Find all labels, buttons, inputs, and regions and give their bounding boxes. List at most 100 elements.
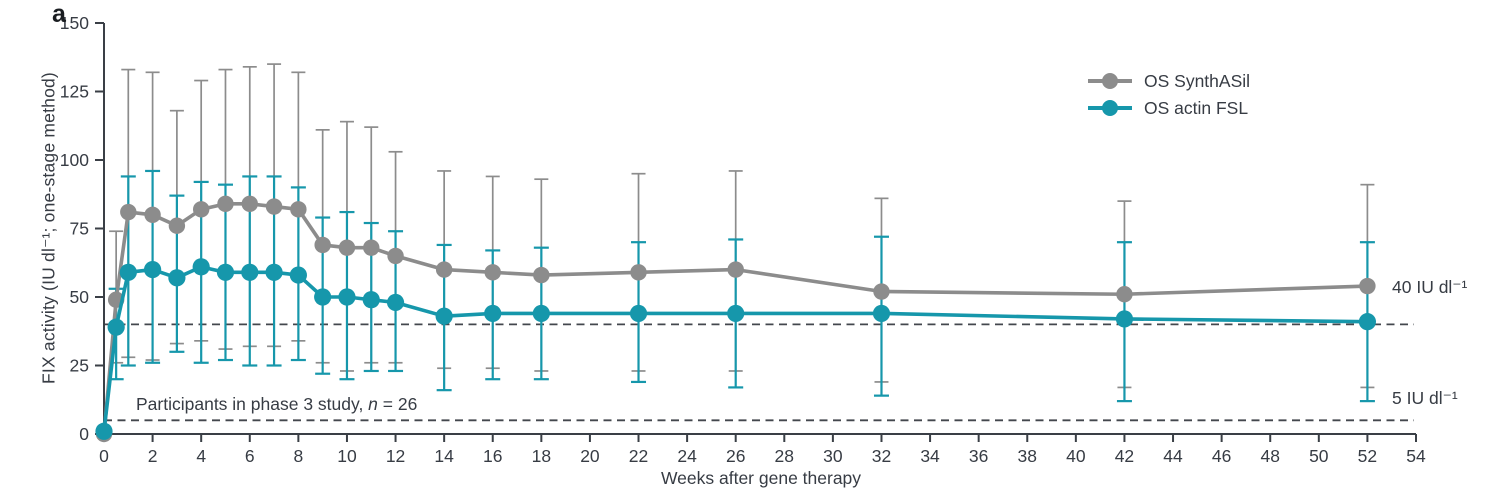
x-tick-label: 38 [1018,446,1037,466]
x-tick-label: 48 [1260,446,1279,466]
data-point [120,203,137,221]
series-os-actin-fsl [95,258,1377,440]
data-point [338,239,356,256]
x-axis-title: Weeks after gene therapy [660,468,862,488]
y-ticks: 0 25 50 75 100 125 150 [60,13,104,444]
x-tick-label: 54 [1406,446,1426,466]
annotation-prefix: Participants in phase 3 study, [136,394,369,414]
y-tick-label: 50 [70,287,90,307]
x-tick-label: 12 [386,446,405,466]
x-tick-label: 22 [629,446,648,466]
data-point [532,304,550,323]
threshold-label-5: 5 IU dl⁻¹ [1392,388,1458,408]
data-point [265,263,283,281]
x-tick-label: 46 [1212,446,1231,466]
data-point [192,201,210,218]
y-tick-label: 125 [60,82,89,102]
y-tick-label: 0 [79,424,89,444]
data-point [484,304,502,323]
data-point [363,239,380,256]
data-point [1116,286,1133,303]
legend-label: OS actin FSL [1144,97,1249,118]
data-point [107,318,125,336]
x-tick-label: 36 [969,446,988,466]
y-tick-label: 150 [60,13,89,33]
data-point [386,293,405,312]
data-point [338,288,356,306]
data-point [216,263,235,281]
x-tick-label: 10 [337,446,357,466]
legend-marker-icon [1088,99,1132,116]
data-point [873,283,890,300]
data-point [217,195,234,213]
legend-marker-icon [1088,72,1132,89]
data-point [314,236,331,254]
y-tick-label: 25 [70,356,89,376]
data-point [144,206,161,223]
data-point [168,269,186,287]
data-point [362,291,380,309]
x-tick-label: 26 [726,446,745,466]
x-tick-label: 34 [920,446,940,466]
x-tick-label: 14 [434,446,454,466]
data-point [484,264,501,281]
data-point [533,266,550,284]
data-point [1359,277,1376,295]
data-point [727,304,745,323]
data-point [1115,310,1134,328]
data-point [629,304,648,323]
data-point [289,266,307,284]
x-tick-label: 32 [872,446,891,466]
legend-item: OS SynthASil [1088,70,1250,92]
data-point [143,261,162,279]
data-point [265,198,283,215]
panel-label: a [52,0,66,28]
x-tick-label: 44 [1163,446,1183,466]
x-tick-label: 6 [245,446,255,466]
legend: OS SynthASil OS actin FSL [1088,70,1250,119]
data-point [290,201,307,218]
data-point [314,288,332,306]
data-point [119,263,137,281]
x-tick-label: 42 [1115,446,1134,466]
annotation-suffix: = 26 [377,394,418,414]
data-point [95,422,113,440]
x-tick-label: 28 [775,446,794,466]
series-line [102,265,1370,434]
legend-label: OS SynthASil [1144,70,1251,91]
data-point [168,217,186,234]
data-point [241,263,259,281]
x-tick-label: 0 [99,446,109,466]
x-tick-label: 40 [1066,446,1086,466]
data-point [192,258,210,276]
y-axis-title: FIX activity (IU dl⁻¹; one-stage method) [38,72,59,384]
x-tick-label: 2 [148,446,158,466]
x-tick-label: 4 [196,446,206,466]
x-tick-label: 50 [1309,446,1329,466]
x-ticks: 0 2 4 6 8 10 12 14 16 18 20 22 24 26 28 30 32 34 36 38 40 42 4… [99,434,1426,466]
data-point [435,261,453,278]
x-tick-label: 16 [483,446,502,466]
data-point [387,247,404,265]
data-point [1358,313,1377,331]
data-point [241,195,258,213]
series-line [102,202,1370,436]
threshold-label-40: 40 IU dl⁻¹ [1392,277,1468,297]
x-tick-label: 18 [532,446,551,466]
annotation-participants: Participants in phase 3 study, n = 26 [136,394,417,415]
x-tick-label: 52 [1358,446,1377,466]
x-tick-label: 8 [294,446,304,466]
x-tick-label: 20 [580,446,600,466]
x-tick-label: 24 [677,446,697,466]
data-point [435,307,453,325]
data-point [872,304,891,323]
y-tick-label: 75 [70,219,89,239]
data-point [630,264,647,281]
data-point [727,261,744,278]
series-os-synthasil [95,195,1376,443]
annotation-n: n [368,394,378,414]
x-tick-label: 30 [823,446,843,466]
y-tick-label: 100 [60,150,89,170]
